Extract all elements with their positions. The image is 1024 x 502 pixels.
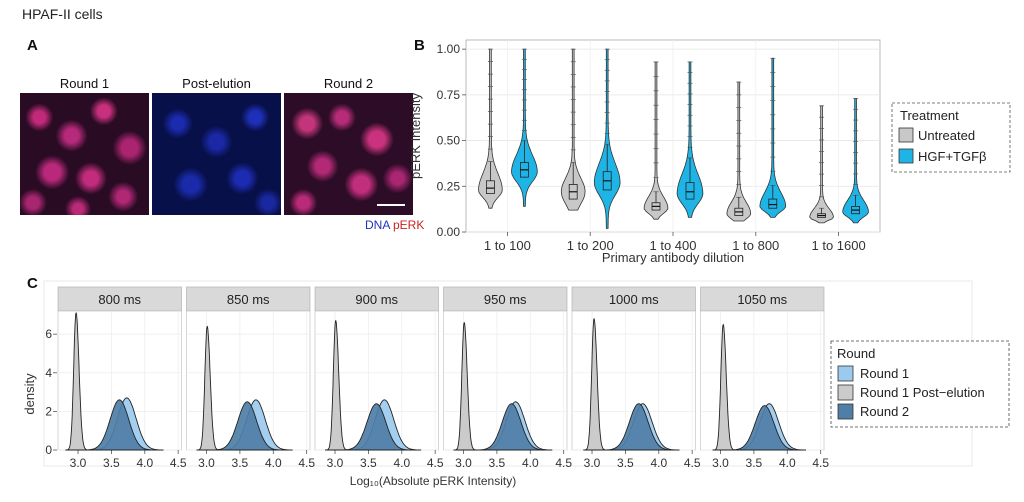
facet-strip [443,286,568,312]
density-round-2 [602,403,676,451]
panel-c-x-tick-label: 3.5 [489,456,506,470]
facet-strip-label: 1000 ms [609,292,659,307]
density-round-2 [339,403,414,451]
panel-c-x-tick-label: 4.0 [779,456,796,470]
panel-c-x-tick-label: 4.5 [170,456,187,470]
box-hgf-tgfb [685,182,695,200]
panel-c-x-tick-label: 3.5 [746,456,763,470]
panel-b-x-tick-label: 1 to 200 [567,238,614,253]
panel-c-x-tick-label: 4.0 [265,456,282,470]
density-round-1-post-elution [65,312,89,451]
panel-c-legend-box [830,340,1010,428]
density-round-2 [727,405,802,451]
panel-c-y-tick-label: 2 [45,404,52,418]
panel-c-x-tick-label: 3.0 [327,456,344,470]
panel-a-letter: A [27,37,38,54]
facet-strip-label: 900 ms [355,292,398,307]
panel-c-x-tick-label: 4.5 [427,456,444,470]
panel-b-letter: B [414,37,425,54]
panel-b-x-tick-label: 1 to 800 [732,238,779,253]
panel-b-y-tick-label: 1.00 [437,42,461,56]
panel-c-x-tick-label: 3.5 [103,456,120,470]
facet-strip-label: 950 ms [484,292,527,307]
round-2-label: Round 2 [323,76,374,91]
panel-c-x-tick-label: 3.0 [584,456,601,470]
panel-b-x-tick-label: 1 to 100 [484,238,531,253]
panel-c-legend-swatch [837,365,854,382]
panel-b-x-tick-label: 1 to 1600 [811,238,865,253]
density-round-1-post-elution [196,325,220,451]
panel-b-y-tick-label: 0.75 [437,88,461,102]
panel-c-y-axis-label: density [22,373,37,415]
panel-c-x-axis-label: Log₁₀(Absolute pERK Intensity) [350,474,516,488]
facet-strip-label: 800 ms [98,292,141,307]
panel-b-legend-title: Treatment [900,108,959,123]
panel-c-legend-title: Round [837,346,875,361]
facet-strip [57,286,182,312]
panel-c-legend-swatch [837,403,854,420]
panel-c-y-tick-label: 4 [45,366,52,380]
panel-b-y-tick-label: 0.00 [437,225,461,239]
panel-c-y-tick-label: 6 [45,327,52,341]
facet-strip-label: 1050 ms [737,292,787,307]
panel-b-y-tick-label: 0.50 [437,134,461,148]
panel-b-legend-label: HGF+TGFβ [918,149,987,164]
figure-header: HPAF-II cells [22,6,103,22]
panel-c-x-tick-label: 3.0 [70,456,87,470]
panel-c-x-tick-label: 3.0 [712,456,729,470]
perk-channel-label: pERK [393,218,425,232]
density-round-1-post-elution [453,321,477,451]
panel-c-x-tick-label: 4.0 [522,456,539,470]
density-round-2 [474,403,549,451]
panel-b-legend-label: Untreated [918,128,975,143]
micrograph-round-1 [20,93,149,215]
panel-c-y-tick-label: 0 [45,443,52,457]
panel-c-legend-label: Round 1 Post−elution [860,385,985,400]
panel-c-letter: C [27,275,38,292]
panel-c-x-tick-label: 4.5 [298,456,315,470]
facet-strip [571,286,696,312]
box-untreated [485,180,495,195]
facet-strip [700,286,825,312]
dna-channel-label: DNA [365,218,391,232]
density-round-1-post-elution [583,317,607,451]
density-round-2 [82,399,157,451]
panel-c-x-tick-label: 4.0 [136,456,153,470]
panel-b-legend-swatch [898,148,914,164]
panel-c-x-tick-label: 4.0 [650,456,667,470]
panel-b-y-axis-label: pERK Intensity [408,93,423,179]
panel-c-x-tick-label: 4.0 [393,456,410,470]
panel-c-x-tick-label: 3.5 [360,456,377,470]
panel-c-legend-swatch [837,384,854,401]
panel-c-x-tick-label: 4.5 [555,456,572,470]
panel-b-legend-swatch [898,127,914,143]
round-1-label: Round 1 [59,76,110,91]
facet-strip [186,286,311,312]
panel-b-y-tick-label: 0.25 [437,179,461,193]
facet-strip-label: 850 ms [227,292,270,307]
density-round-1-post-elution [712,323,736,451]
panel-c-x-tick-label: 3.0 [455,456,472,470]
micrograph-round-2 [284,93,413,215]
panel-c-x-tick-label: 3.5 [617,456,634,470]
panel-c-x-tick-label: 4.5 [684,456,701,470]
panel-c-x-tick-label: 4.5 [812,456,829,470]
panel-c-x-tick-label: 3.0 [198,456,215,470]
scale-bar [377,204,405,206]
density-round-2 [210,401,284,451]
facet-strip [314,286,439,312]
panel-c-legend-label: Round 1 [860,366,909,381]
density-round-1-post-elution [325,319,348,451]
panel-b-x-tick-label: 1 to 400 [650,238,697,253]
micrograph-post-elution [152,93,281,215]
post-elution-label: Post-elution [182,76,251,91]
panel-b-x-axis-label: Primary antibody dilution [602,250,744,265]
panel-c-legend-label: Round 2 [860,404,909,419]
box-hgf-tgfb [768,198,778,209]
panel-c-x-tick-label: 3.5 [232,456,249,470]
